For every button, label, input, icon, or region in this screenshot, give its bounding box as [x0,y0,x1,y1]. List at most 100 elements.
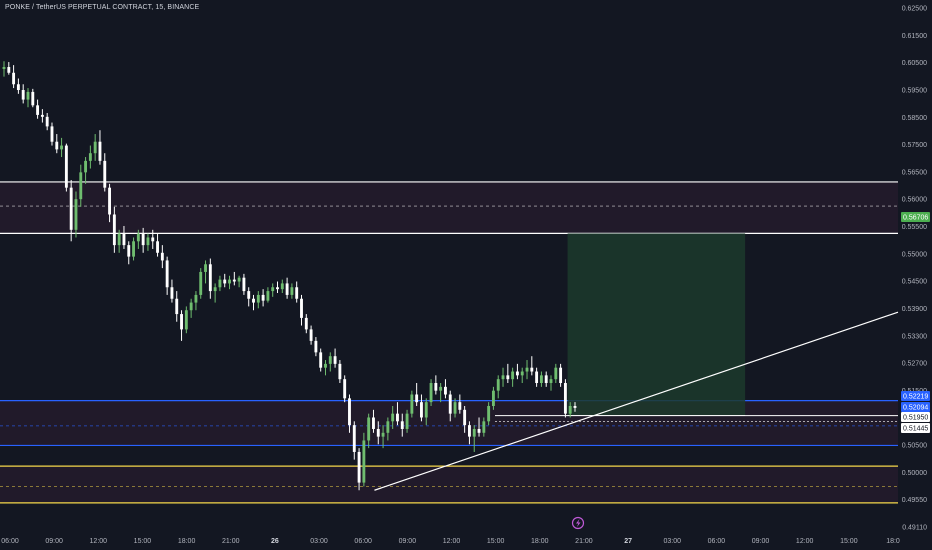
candle-body [515,371,519,376]
price-tick-label: 0.56000 [902,197,927,204]
price-tick-label: 0.58500 [902,115,927,122]
price-label-text: 0.52219 [903,394,928,401]
candle-body [467,425,471,437]
candle-body [7,67,11,73]
candle-body [290,287,294,295]
candle-body [60,145,64,150]
candle-body [36,105,40,115]
zone-fill [0,466,898,503]
candle-body [40,114,44,117]
candle-body [535,371,539,384]
time-tick-label: 12:00 [443,538,461,545]
price-label-box [901,402,930,412]
candle-body [429,383,433,403]
candle-body [141,233,145,246]
candle-body [194,294,198,303]
candle-body [415,394,419,403]
candle-body [520,371,524,376]
trend-line [374,311,899,491]
candle-body [482,421,486,433]
candle-body [146,237,150,246]
price-label-box [901,212,930,222]
candle-body [549,379,553,384]
candle-body [333,356,337,364]
candle-body [2,67,6,69]
candle-body [396,413,399,422]
candle-body [151,237,155,242]
price-label-box [901,412,930,422]
candle-body [439,386,443,391]
price-label-box [901,391,930,401]
candle-body [559,367,563,384]
candle-body [223,279,227,284]
time-tick-label: 21:00 [575,538,593,545]
price-tick-label: 0.55500 [902,224,927,231]
candle-body [55,141,59,150]
candle-body [554,367,558,380]
candle-body [184,310,188,330]
candle-body [84,160,88,173]
candle-body [213,287,217,292]
candle-body [276,287,279,290]
candle-body [122,233,126,246]
candle-body [79,172,83,200]
candle-body [21,90,25,100]
candle-body [218,279,222,288]
tradingview-bolt-icon [571,516,585,530]
zone-fill [0,181,898,234]
time-tick-label: 12:00 [796,538,814,545]
price-label-text: 0.51950 [903,415,928,422]
target-zone [567,233,746,416]
candle-body [410,394,414,414]
candle-body [69,187,73,230]
candle-body [506,375,510,380]
candle-body [525,367,529,372]
price-tick-label: 0.53300 [902,333,927,340]
candle-body [160,252,164,261]
candle-body [16,84,20,91]
candle-body [252,298,255,303]
candle-body [405,413,409,429]
candle-body [189,302,193,311]
time-tick-label: 18:00 [178,538,196,545]
time-tick-label: 12:00 [90,538,108,545]
candle-body [271,287,275,292]
candle-body [539,375,543,384]
candle-body [280,283,284,290]
candle-body [112,214,116,246]
candle-body [165,260,169,288]
time-tick-label: 21:00 [222,538,240,545]
candle-body [93,141,97,154]
price-tick-label: 0.55000 [902,251,927,258]
price-axis[interactable]: 0.62500 0.61500 0.60500 0.59500 0.58500 0.575… [902,6,927,532]
time-axis[interactable]: 06:00 09:00 12:00 15:00 18:00 21:00 26 03:00 06:… [1,538,900,545]
trendline-layer[interactable] [374,311,899,491]
candle-body [544,375,548,384]
time-tick-label: 03:00 [310,538,328,545]
candle-body [45,116,49,127]
candle-body [232,279,236,282]
candle-body [568,405,572,414]
candle-body [458,402,462,410]
price-tick-label: 0.52700 [902,361,927,368]
candle-body [228,279,231,284]
position-tool-layer[interactable] [495,233,898,422]
time-tick-label: 09:00 [752,538,770,545]
candle-body [26,91,30,100]
candle-body [295,287,299,299]
candle-body [472,428,476,437]
candle-body [98,141,102,161]
candles-layer [2,61,577,491]
candle-body [372,417,375,429]
price-tick-label: 0.50000 [902,470,927,477]
bolt-glyph [576,519,581,527]
candle-body [12,72,16,85]
candle-body [247,291,251,299]
candle-body [400,421,404,429]
time-tick-label: 15:00 [134,538,152,545]
time-tick-label: 15:00 [840,538,858,545]
candle-body [108,187,112,215]
candle-body [328,356,332,364]
time-tick-label: 18:00 [531,538,549,545]
